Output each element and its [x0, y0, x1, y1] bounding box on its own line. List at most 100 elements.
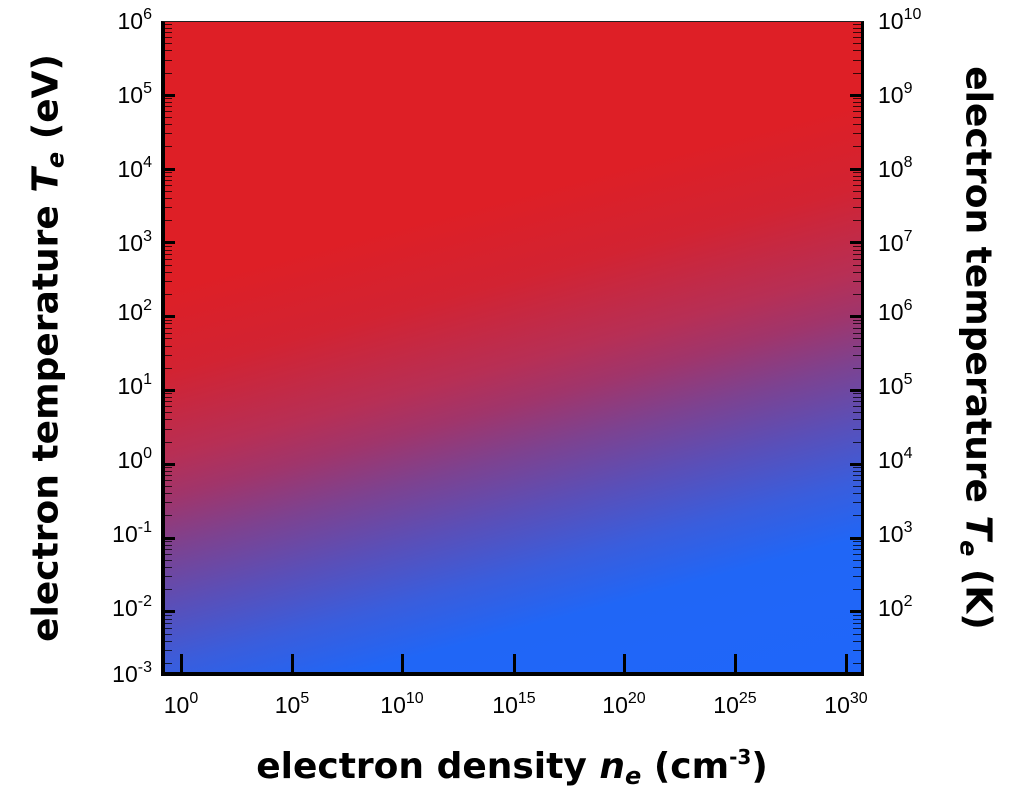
y-tick-label-right: 106 — [878, 297, 913, 325]
y-minor-tick-right — [853, 367, 861, 369]
y-tick-label-left: 105 — [117, 80, 153, 108]
y-minor-tick-right — [853, 220, 861, 222]
y-major-tick-right — [850, 167, 864, 171]
y-minor-tick-left — [164, 486, 172, 488]
y-minor-tick-left — [164, 475, 172, 477]
y-minor-tick-right — [853, 171, 861, 173]
y-tick-label-right: 104 — [878, 445, 913, 473]
y-minor-tick-left — [164, 614, 172, 616]
y-minor-tick-right — [853, 50, 861, 52]
y-minor-tick-right — [853, 467, 861, 469]
y-tick-label-left: 100 — [117, 445, 153, 473]
y-minor-tick-right — [853, 640, 861, 642]
y-minor-tick-left — [164, 106, 172, 108]
y-minor-tick-right — [853, 245, 861, 247]
y-minor-tick-right — [853, 354, 861, 356]
y-minor-tick-left — [164, 175, 172, 177]
x-tick-label: 100 — [163, 690, 199, 718]
y-minor-tick-right — [853, 622, 861, 624]
y-major-tick-right — [850, 610, 864, 614]
y-minor-tick-right — [853, 345, 861, 347]
y-minor-tick-right — [853, 486, 861, 488]
y-major-tick-right — [850, 389, 864, 392]
y-axis-title-left: electron temperature Te (eV) — [25, 54, 70, 642]
y-tick-label-left: 101 — [117, 371, 153, 399]
y-minor-tick-right — [853, 197, 861, 199]
y-major-tick-left — [161, 93, 175, 97]
y-minor-tick-right — [853, 493, 861, 495]
y-minor-tick-right — [853, 327, 861, 329]
y-minor-tick-right — [853, 43, 861, 45]
y-minor-tick-left — [164, 493, 172, 495]
y-minor-tick-left — [164, 480, 172, 482]
y-minor-tick-right — [853, 515, 861, 517]
x-tick-label: 105 — [274, 690, 310, 718]
y-minor-tick-right — [853, 124, 861, 126]
y-minor-tick-left — [164, 133, 172, 135]
y-minor-tick-right — [853, 253, 861, 255]
y-minor-tick-right — [853, 101, 861, 103]
y-minor-tick-left — [164, 327, 172, 329]
y-tick-label-left: 10-3 — [112, 659, 152, 687]
y-minor-tick-left — [164, 393, 172, 395]
y-minor-tick-left — [164, 467, 172, 469]
y-minor-tick-left — [164, 180, 172, 182]
y-minor-tick-right — [853, 37, 861, 39]
y-minor-tick-left — [164, 98, 172, 100]
y-minor-tick-left — [164, 566, 172, 568]
x-axis-title: electron density ne (cm-3) — [256, 745, 768, 790]
y-minor-tick-left — [164, 622, 172, 624]
y-minor-tick-left — [164, 249, 172, 251]
x-major-tick — [401, 654, 404, 672]
y-minor-tick-left — [164, 502, 172, 504]
y-minor-tick-left — [164, 271, 172, 273]
y-minor-tick-left — [164, 197, 172, 199]
y-minor-tick-left — [164, 576, 172, 578]
y-minor-tick-right — [853, 419, 861, 421]
y-minor-tick-right — [853, 589, 861, 591]
y-major-tick-right — [850, 462, 864, 466]
y-minor-tick-left — [164, 662, 172, 664]
y-minor-tick-left — [164, 190, 172, 192]
y-minor-tick-right — [853, 332, 861, 334]
y-tick-label-left: 104 — [117, 154, 153, 182]
x-tick-label: 1030 — [824, 690, 868, 718]
y-minor-tick-left — [164, 220, 172, 222]
y-minor-tick-right — [853, 28, 861, 30]
y-minor-tick-left — [164, 406, 172, 408]
y-minor-tick-right — [853, 393, 861, 395]
y-minor-tick-left — [164, 640, 172, 642]
y-minor-tick-left — [164, 171, 172, 173]
y-minor-tick-right — [853, 649, 861, 651]
y-minor-tick-right — [853, 470, 861, 472]
y-minor-tick-left — [164, 50, 172, 52]
y-minor-tick-right — [853, 32, 861, 34]
y-major-tick-left — [161, 610, 175, 614]
y-minor-tick-right — [853, 633, 861, 635]
x-major-tick — [180, 654, 183, 672]
x-tick-label: 1025 — [713, 690, 757, 718]
y-minor-tick-right — [853, 146, 861, 148]
colormap-fill — [165, 22, 861, 672]
y-minor-tick-left — [164, 559, 172, 561]
x-major-tick — [291, 654, 294, 672]
y-minor-tick-right — [853, 59, 861, 61]
y-minor-tick-right — [853, 544, 861, 546]
y-minor-tick-right — [853, 72, 861, 74]
y-minor-tick-right — [853, 559, 861, 561]
x-tick-label: 1020 — [602, 690, 646, 718]
y-minor-tick-left — [164, 412, 172, 414]
x-major-tick — [845, 654, 848, 672]
y-minor-tick-left — [164, 207, 172, 209]
y-minor-tick-left — [164, 401, 172, 403]
y-minor-tick-left — [164, 515, 172, 517]
y-minor-tick-right — [853, 614, 861, 616]
y-minor-tick-right — [853, 190, 861, 192]
x-tick-label: 1010 — [380, 690, 424, 718]
y-tick-label-right: 105 — [878, 371, 913, 399]
y-tick-label-left: 103 — [117, 228, 153, 256]
y-minor-tick-right — [853, 207, 861, 209]
y-tick-label-right: 107 — [878, 228, 913, 256]
y-minor-tick-left — [164, 419, 172, 421]
y-major-tick-right — [850, 241, 864, 245]
